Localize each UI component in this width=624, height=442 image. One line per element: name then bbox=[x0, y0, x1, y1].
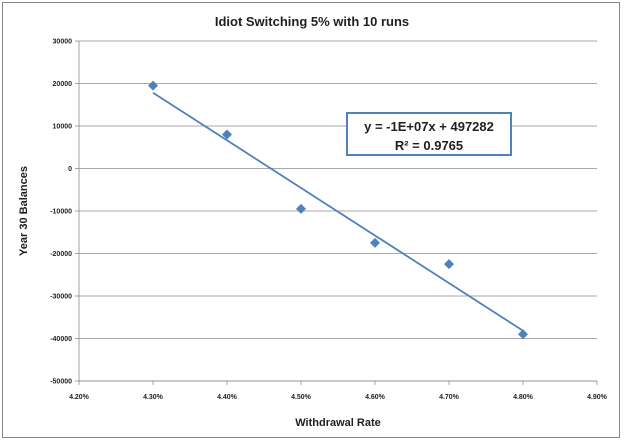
data-point bbox=[518, 329, 528, 340]
y-tick-label: -10000 bbox=[50, 209, 72, 216]
y-tick-label: -30000 bbox=[50, 294, 72, 301]
x-tick-label: 4.90% bbox=[587, 394, 608, 401]
y-tick-label: -40000 bbox=[50, 336, 72, 343]
y-tick-labels: 30000 20000 10000 0 -10000 -20000 -30000 -40000… bbox=[50, 39, 72, 386]
data-point bbox=[444, 259, 454, 270]
y-tick-label: -20000 bbox=[50, 251, 72, 258]
x-axis-title: Withdrawal Rate bbox=[295, 417, 380, 429]
trendline-equation: y = -1E+07x + 497282 bbox=[364, 119, 494, 134]
x-tick-label: 4.80% bbox=[513, 394, 534, 401]
y-tick-label: -50000 bbox=[50, 379, 72, 386]
trendline-equation-box: y = -1E+07x + 497282 R² = 0.9765 bbox=[346, 112, 512, 156]
chart-frame bbox=[2, 2, 620, 438]
chart-title: Idiot Switching 5% with 10 runs bbox=[215, 14, 409, 29]
x-tick-label: 4.20% bbox=[69, 394, 90, 401]
trendline-r-squared: R² = 0.9765 bbox=[394, 138, 464, 153]
data-point bbox=[370, 237, 380, 248]
axes bbox=[75, 40, 598, 385]
data-point bbox=[222, 129, 232, 140]
trendline bbox=[152, 91, 524, 332]
y-tick-label: 20000 bbox=[53, 81, 73, 88]
x-tick-label: 4.50% bbox=[291, 394, 312, 401]
x-tick-label: 4.30% bbox=[143, 394, 164, 401]
y-axis-title: Year 30 Balances bbox=[18, 166, 30, 256]
x-tick-labels: 4.20% 4.30% 4.40% 4.50% 4.60% 4.70% 4.80% 4.90% bbox=[69, 394, 608, 401]
data-point bbox=[148, 80, 158, 91]
trendline-group bbox=[152, 91, 524, 332]
y-tick-label: 10000 bbox=[53, 124, 73, 131]
data-point bbox=[296, 203, 306, 214]
y-tick-label: 30000 bbox=[53, 39, 73, 46]
x-tick-label: 4.40% bbox=[217, 394, 238, 401]
y-tick-label: 0 bbox=[68, 166, 72, 173]
x-tick-label: 4.60% bbox=[365, 394, 386, 401]
data-points bbox=[148, 80, 528, 340]
x-tick-label: 4.70% bbox=[439, 394, 460, 401]
